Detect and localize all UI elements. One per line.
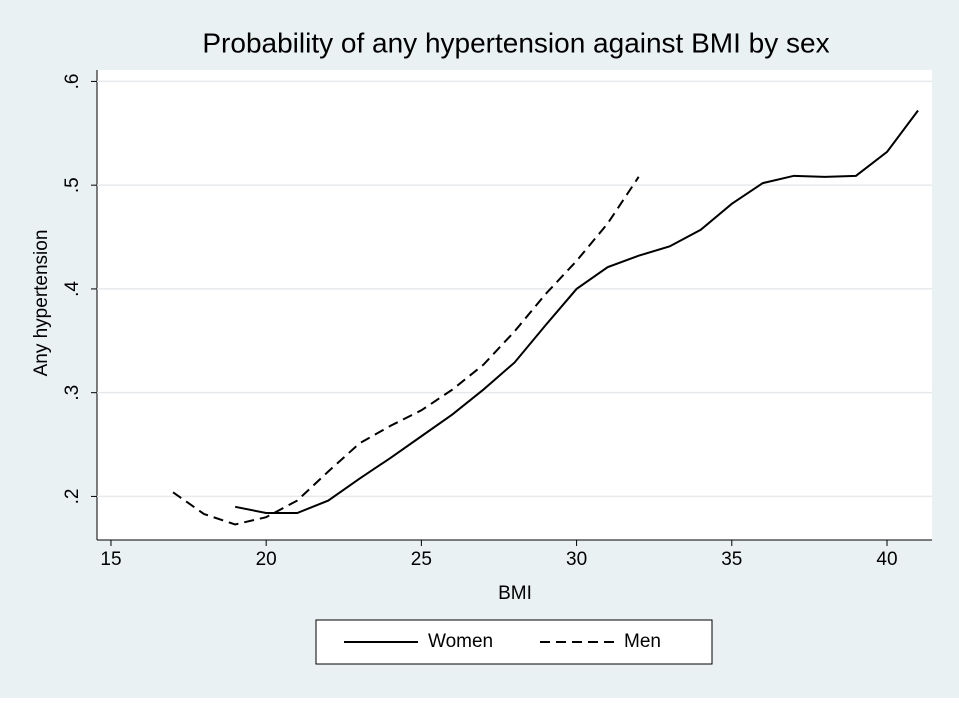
legend-label: Women [428,631,493,652]
y-axis-label: Any hypertension [31,230,52,377]
y-tick-label: .2 [62,488,83,504]
y-tick-label: .3 [62,385,83,401]
x-tick-label: 40 [876,549,897,570]
x-axis-label: BMI [498,583,532,604]
x-tick-label: 20 [256,549,277,570]
y-tick-label: .5 [62,177,83,193]
x-tick-label: 30 [566,549,587,570]
legend-label: Men [624,631,661,652]
x-tick-label: 15 [100,549,121,570]
y-tick-label: .6 [62,73,83,89]
x-tick-label: 35 [721,549,742,570]
x-tick-label: 25 [411,549,432,570]
series-line [234,109,919,515]
plot-area [97,70,932,540]
series-line [172,176,640,526]
chart-title: Probability of any hypertension against … [202,27,829,58]
y-tick-label: .4 [62,281,83,297]
